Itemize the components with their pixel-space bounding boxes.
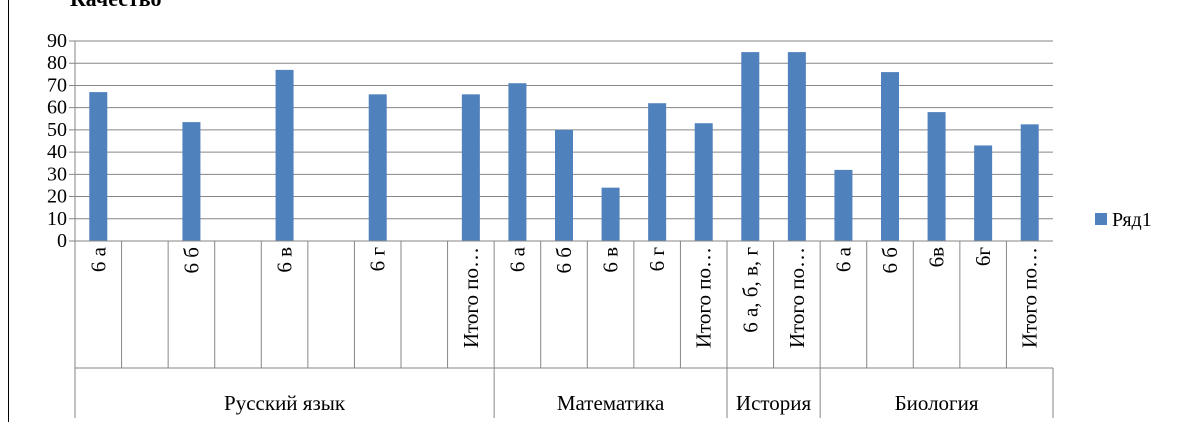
category-label: 6 б (878, 247, 902, 273)
category-label: 6г (971, 247, 995, 267)
legend: Ряд1 (1095, 209, 1152, 231)
category-label: 6 а (831, 246, 855, 272)
category-label: 6 г (366, 247, 390, 272)
group-labels: Русский язык Математика История Биология (224, 391, 979, 415)
y-tick-label: 40 (47, 141, 67, 163)
category-label: 6 в (273, 247, 297, 273)
legend-label-series-1: Ряд1 (1112, 209, 1152, 231)
category-label: 6 б (552, 247, 576, 273)
y-tick-label: 60 (47, 97, 67, 119)
bar (881, 72, 899, 241)
category-labels: 6 а 6 б 6 в 6 г Итого по… 6 а 6 б 6 в 6 г Итого п… (86, 246, 1041, 348)
legend-swatch (1095, 213, 1107, 225)
bar (508, 83, 527, 241)
bar (555, 129, 573, 241)
bar (927, 112, 946, 241)
y-tick-label: 70 (47, 74, 67, 96)
category-label: Итого по… (785, 247, 809, 348)
bars (89, 52, 1039, 241)
category-label: Итого по… (459, 247, 483, 348)
bar (974, 145, 993, 241)
group-label: Математика (557, 391, 665, 415)
category-label: 6 в (599, 247, 623, 273)
category-label: Итого по… (692, 247, 716, 348)
category-label: 6 а (505, 246, 529, 272)
bar (787, 52, 806, 241)
y-tick-label: 90 (47, 30, 67, 52)
y-tick-label: 30 (47, 163, 67, 185)
bar (694, 123, 713, 241)
axes (74, 41, 1054, 418)
bar (741, 52, 760, 241)
category-label: 6 а, б, в, г (738, 247, 762, 333)
bar (89, 92, 108, 241)
category-label: Итого по… (1018, 247, 1042, 348)
group-label: Биология (895, 391, 979, 415)
bar (834, 169, 853, 241)
chart-title: Качество (70, 0, 162, 12)
group-label: Русский язык (224, 391, 346, 415)
category-label: 6 г (645, 247, 669, 272)
y-tick-label: 50 (47, 119, 67, 141)
bar (368, 94, 387, 241)
category-label: 6 а (86, 246, 110, 272)
left-border (8, 0, 9, 422)
bar (601, 187, 620, 241)
bar (1020, 124, 1039, 241)
y-tick-label: 10 (47, 208, 67, 230)
bar (648, 103, 667, 241)
category-label: 6 б (179, 247, 203, 273)
y-tick-label: 80 (47, 52, 67, 74)
group-label: История (736, 391, 812, 415)
bar (182, 122, 201, 241)
y-tick-label: 0 (57, 230, 67, 252)
bar (461, 94, 480, 241)
bar (275, 69, 294, 241)
category-label: 6в (925, 247, 949, 268)
y-tick-label: 20 (47, 186, 67, 208)
